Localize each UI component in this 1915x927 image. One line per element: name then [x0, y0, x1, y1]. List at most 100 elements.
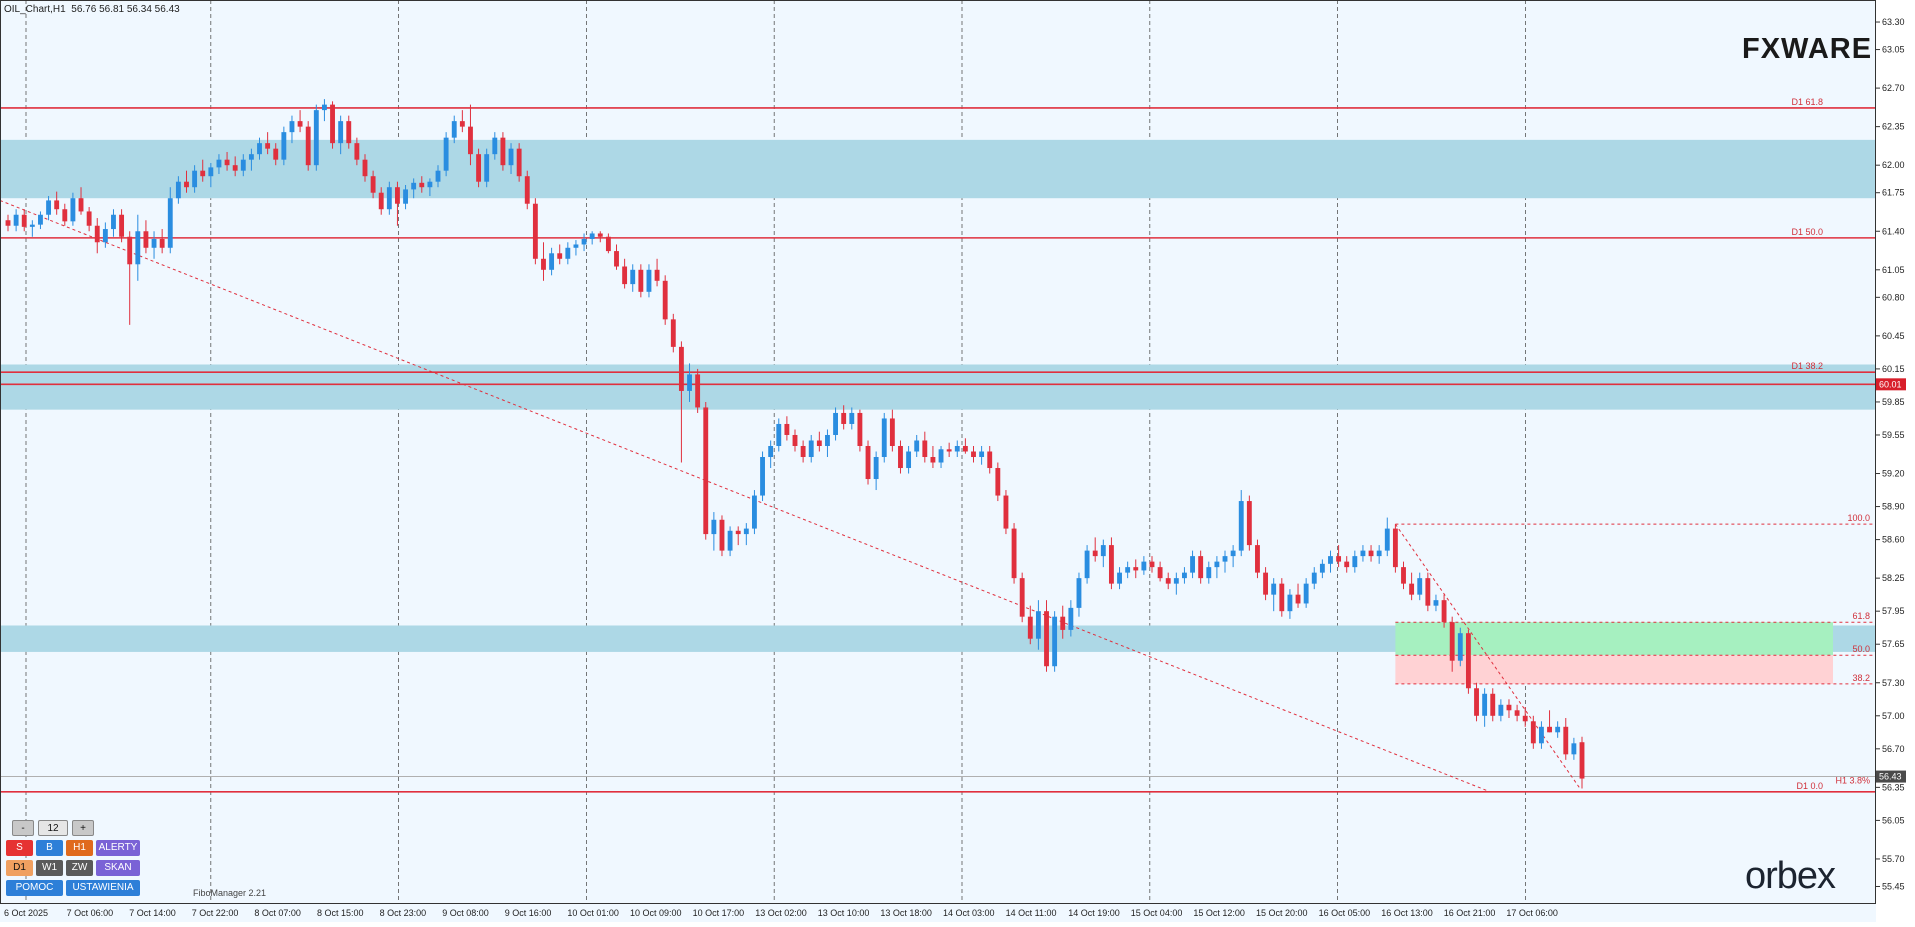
- candle-body: [484, 154, 490, 182]
- scan-button[interactable]: SKAN: [96, 860, 140, 876]
- candle-body: [662, 280, 668, 320]
- candle-body: [297, 121, 303, 127]
- time-tick-label: 9 Oct 08:00: [442, 908, 489, 918]
- candle-body: [167, 198, 173, 248]
- candle-body: [938, 449, 944, 463]
- candle-body: [216, 159, 222, 168]
- candle-body: [1311, 572, 1317, 584]
- price-tick-label: 57.00: [1882, 711, 1905, 721]
- time-axis: 6 Oct 2025 7 Oct 06:00 7 Oct 14:00 7 Oct 22…: [4, 908, 1558, 918]
- candle-body: [857, 412, 863, 446]
- candle-body: [443, 137, 449, 171]
- candle-body: [119, 214, 125, 237]
- candle-body: [776, 423, 782, 446]
- d1-level-label: D1 0.0: [1796, 781, 1823, 791]
- candle-body: [987, 451, 993, 469]
- d1-level-label: D1 38.2: [1791, 361, 1823, 371]
- candle-body: [971, 451, 976, 458]
- candle-body: [1255, 545, 1260, 573]
- candle-body: [1336, 556, 1342, 562]
- candle-body: [825, 434, 830, 446]
- zw-button[interactable]: ZW: [66, 860, 93, 876]
- w1-button[interactable]: W1: [36, 860, 63, 876]
- candle-body: [468, 126, 473, 155]
- fibo-level-label: H1 3.8%: [1835, 775, 1870, 785]
- sell-button[interactable]: S: [6, 840, 33, 856]
- price-tick-label: 58.60: [1882, 535, 1905, 545]
- minus-button[interactable]: -: [12, 820, 34, 836]
- time-tick-label: 9 Oct 16:00: [505, 908, 552, 918]
- candle-body: [906, 451, 912, 469]
- candle-body: [1092, 550, 1098, 557]
- candle-body: [1230, 550, 1236, 557]
- price-tick-label: 60.80: [1882, 292, 1905, 302]
- price-tick-label: 61.05: [1882, 265, 1905, 275]
- candle-body: [638, 269, 644, 292]
- candle-body: [1457, 633, 1463, 661]
- candle-body: [1547, 726, 1552, 733]
- candle-body: [1360, 550, 1366, 557]
- candle-body: [1182, 572, 1187, 579]
- candle-body: [435, 170, 441, 182]
- price-tick-label: 59.20: [1882, 469, 1905, 479]
- candle-body: [1263, 572, 1269, 595]
- h1-button[interactable]: H1: [66, 840, 93, 856]
- candle-body: [451, 121, 457, 138]
- candle-body: [1019, 578, 1025, 617]
- d1-button[interactable]: D1: [6, 860, 33, 876]
- period-value[interactable]: 12: [38, 820, 68, 836]
- candle-body: [1125, 567, 1131, 573]
- candle-body: [1214, 561, 1220, 568]
- time-tick-label: 10 Oct 01:00: [567, 908, 619, 918]
- d1-level-label: D1 61.8: [1791, 97, 1823, 107]
- candle-body: [1474, 688, 1479, 716]
- candle-body: [362, 159, 368, 177]
- settings-button[interactable]: USTAWIENIA: [66, 880, 140, 896]
- buy-button[interactable]: B: [36, 840, 63, 856]
- candle-body: [849, 412, 855, 424]
- candle-body: [1133, 567, 1139, 571]
- price-tick-label: 57.30: [1882, 678, 1905, 688]
- marked-price-badge: [1876, 378, 1906, 391]
- time-tick-label: 15 Oct 20:00: [1256, 908, 1308, 918]
- candle-body: [208, 167, 214, 177]
- candle-body: [1384, 528, 1390, 551]
- ohlc-values: 56.76 56.81 56.34 56.43: [71, 4, 180, 15]
- candle-body: [111, 214, 116, 230]
- candle-body: [1060, 616, 1066, 630]
- candle-body: [86, 211, 92, 226]
- candle-body: [476, 154, 482, 182]
- candle-body: [1003, 495, 1009, 529]
- candle-body: [792, 434, 798, 446]
- help-button[interactable]: POMOC: [6, 880, 63, 896]
- fxware-logo: FXWARE: [1742, 33, 1873, 65]
- candle-body: [1417, 578, 1423, 595]
- price-tick-label: 58.25: [1882, 573, 1905, 583]
- alerts-button[interactable]: ALERTY: [96, 840, 140, 856]
- candle-body: [281, 132, 287, 160]
- candle-body: [1490, 693, 1496, 716]
- candle-body: [1035, 611, 1041, 639]
- fibo-level-label: 61.8: [1852, 611, 1870, 621]
- candle-body: [1084, 550, 1090, 579]
- price-tick-label: 56.35: [1882, 782, 1905, 792]
- candle-body: [711, 519, 717, 535]
- candle-body: [313, 110, 319, 166]
- candle-body: [1238, 501, 1244, 551]
- candle-body: [687, 374, 692, 391]
- candle-body: [500, 137, 506, 166]
- candle-body: [524, 176, 530, 204]
- time-tick-label: 7 Oct 22:00: [192, 908, 239, 918]
- candle-body: [581, 238, 587, 245]
- candle-body: [29, 224, 35, 227]
- candle-body: [1117, 572, 1122, 584]
- plus-button[interactable]: +: [72, 820, 94, 836]
- price-tick-label: 63.30: [1882, 17, 1905, 27]
- candle-body: [1157, 567, 1163, 579]
- candle-body: [768, 445, 774, 458]
- candle-body: [1538, 726, 1544, 744]
- candle-body: [1522, 715, 1528, 722]
- candle-body: [54, 200, 60, 210]
